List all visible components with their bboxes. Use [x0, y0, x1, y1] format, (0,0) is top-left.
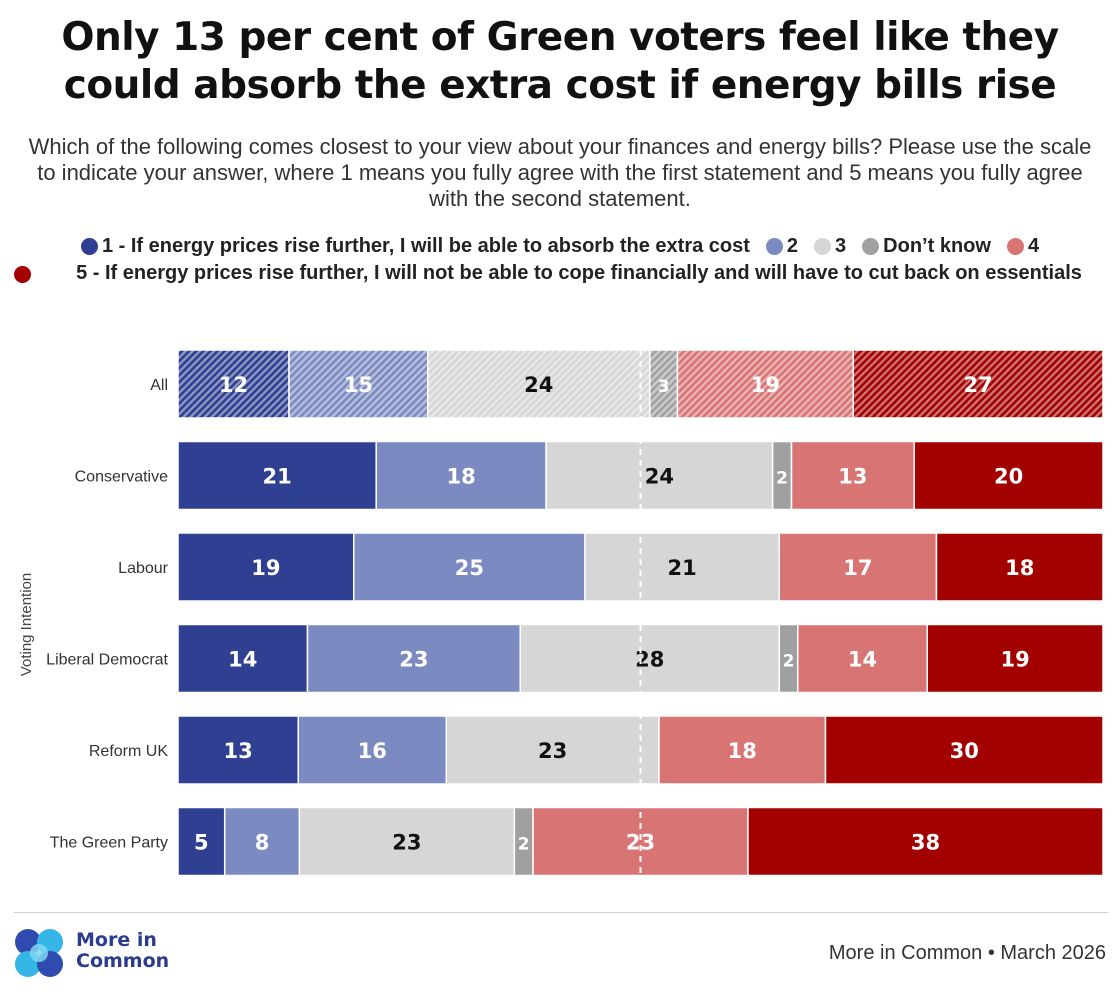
- legend-item-4: 4: [1006, 234, 1040, 258]
- data-label: 19: [1001, 648, 1030, 672]
- logo-wordmark-line1: More in: [76, 929, 157, 951]
- bar-segment: [177, 532, 355, 602]
- data-label: 17: [843, 556, 872, 580]
- data-label: 19: [751, 373, 780, 397]
- data-label: 21: [668, 556, 697, 580]
- chart-title: Only 13 per cent of Green voters feel li…: [61, 15, 1059, 108]
- legend-label-1: 1 - If energy prices rise further, I wil…: [101, 234, 750, 257]
- legend-label-dont-know: Don’t know: [883, 234, 991, 257]
- chart-subtitle: Which of the following comes closest to …: [28, 134, 1092, 211]
- bar-segment: [926, 623, 1104, 694]
- bar-segment: [913, 440, 1104, 511]
- legend-row-secondary: 5 - If energy prices rise further, I wil…: [14, 260, 1106, 314]
- legend-row-primary: 1 - If energy prices rise further, I wil…: [14, 232, 1106, 260]
- data-label: 18: [447, 465, 476, 489]
- bar-segment: [747, 806, 1104, 877]
- bar-segment: [177, 715, 299, 785]
- category-label: All: [150, 377, 168, 394]
- y-axis-title: Voting Intention: [18, 573, 35, 676]
- data-label: 15: [344, 373, 373, 397]
- bar-segment: [790, 440, 915, 511]
- data-label: 21: [262, 465, 291, 489]
- legend-label-2: 2: [786, 234, 799, 257]
- legend-item-dont-know: Don’t know: [862, 235, 991, 258]
- legend-item-1: 1 - If energy prices rise further, I wil…: [80, 234, 750, 258]
- logo-wordmark: More in Common: [76, 930, 169, 972]
- data-label: 24: [524, 373, 553, 397]
- bar-segment-hatch: [427, 350, 650, 418]
- category-label: Liberal Democrat: [46, 652, 168, 669]
- data-label: 20: [994, 465, 1023, 489]
- legend: 1 - If energy prices rise further, I wil…: [14, 232, 1106, 314]
- legend-item-3: 3: [814, 235, 846, 258]
- data-label: 13: [224, 739, 253, 763]
- data-label: 19: [251, 556, 280, 580]
- bar-segment-hatch: [178, 350, 289, 418]
- data-label: 2: [776, 469, 788, 489]
- bar-segment: [306, 623, 521, 694]
- legend-swatch-3: [814, 237, 832, 255]
- category-label: Labour: [118, 560, 168, 577]
- more-in-common-logo-icon: [15, 929, 63, 977]
- data-label: 2: [783, 652, 795, 672]
- data-label: 12: [219, 373, 248, 397]
- bar-segment: [177, 806, 226, 877]
- bar-segment: [519, 623, 780, 694]
- bar-segment-hatch: [853, 350, 1103, 418]
- data-label: 24: [645, 465, 674, 489]
- bar-segment: [797, 623, 928, 694]
- data-label: 2: [518, 835, 530, 855]
- data-label: 14: [848, 648, 877, 672]
- legend-swatch-5: [14, 266, 31, 283]
- data-label: 18: [728, 739, 757, 763]
- data-label: 23: [399, 648, 428, 672]
- data-label: 16: [358, 739, 387, 763]
- legend-swatch-1: [80, 237, 98, 255]
- bar-segment: [532, 806, 749, 877]
- data-label: 3: [658, 377, 670, 397]
- bar-segment: [445, 715, 660, 785]
- legend-label-3: 3: [835, 234, 847, 257]
- data-label: 8: [255, 831, 270, 855]
- data-label: 30: [950, 739, 979, 763]
- bar-segment-hatch: [677, 350, 854, 418]
- legend-swatch-dont-know: [862, 237, 880, 255]
- legend-label-4: 4: [1027, 234, 1040, 257]
- data-label: 14: [228, 648, 257, 672]
- legend-swatch-2: [765, 237, 783, 255]
- data-label: 27: [964, 373, 993, 397]
- bar-segment: [223, 806, 301, 877]
- legend-item-2: 2: [765, 234, 799, 258]
- category-label: The Green Party: [50, 835, 168, 852]
- legend-swatch-4: [1006, 237, 1024, 255]
- bar-segment: [584, 532, 780, 602]
- data-label: 5: [194, 831, 209, 855]
- bar-segment: [297, 715, 447, 785]
- stacked-bar-chart: All 12 15 24 3 19 27 Conservative 21 18 24 2 13 20 Lab…: [18, 349, 1104, 877]
- bar-segment: [375, 440, 547, 511]
- legend-label-5: 5 - If energy prices rise further, I wil…: [76, 262, 1082, 284]
- data-label: 13: [838, 465, 867, 489]
- bars-group: All 12 15 24 3 19 27 Conservative 21 18 24 2 13 20 Lab…: [18, 349, 1104, 877]
- data-label: 38: [911, 831, 940, 855]
- bar-segment-hatch: [649, 350, 678, 418]
- bar-segment: [824, 715, 1104, 785]
- source-credit: More in Common • March 2026: [828, 942, 1106, 964]
- category-label: Conservative: [75, 469, 168, 486]
- logo-wordmark-line2: Common: [76, 950, 170, 972]
- bar-segment: [778, 532, 938, 602]
- bar-segment: [935, 532, 1104, 602]
- footer-divider: [14, 912, 1108, 913]
- data-label: 23: [392, 831, 421, 855]
- category-label: Reform UK: [89, 743, 168, 760]
- bar-segment-hatch: [289, 350, 428, 418]
- bar-segment: [658, 715, 827, 785]
- data-label: 25: [455, 556, 484, 580]
- data-label: 18: [1005, 556, 1034, 580]
- data-label: 23: [538, 739, 567, 763]
- bar-segment: [353, 532, 586, 602]
- bar-segment: [177, 623, 309, 694]
- bar-segment: [298, 806, 516, 877]
